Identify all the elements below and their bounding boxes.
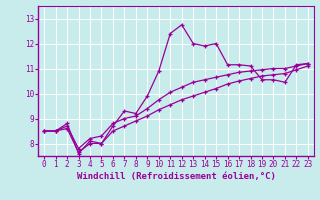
X-axis label: Windchill (Refroidissement éolien,°C): Windchill (Refroidissement éolien,°C) bbox=[76, 172, 276, 181]
